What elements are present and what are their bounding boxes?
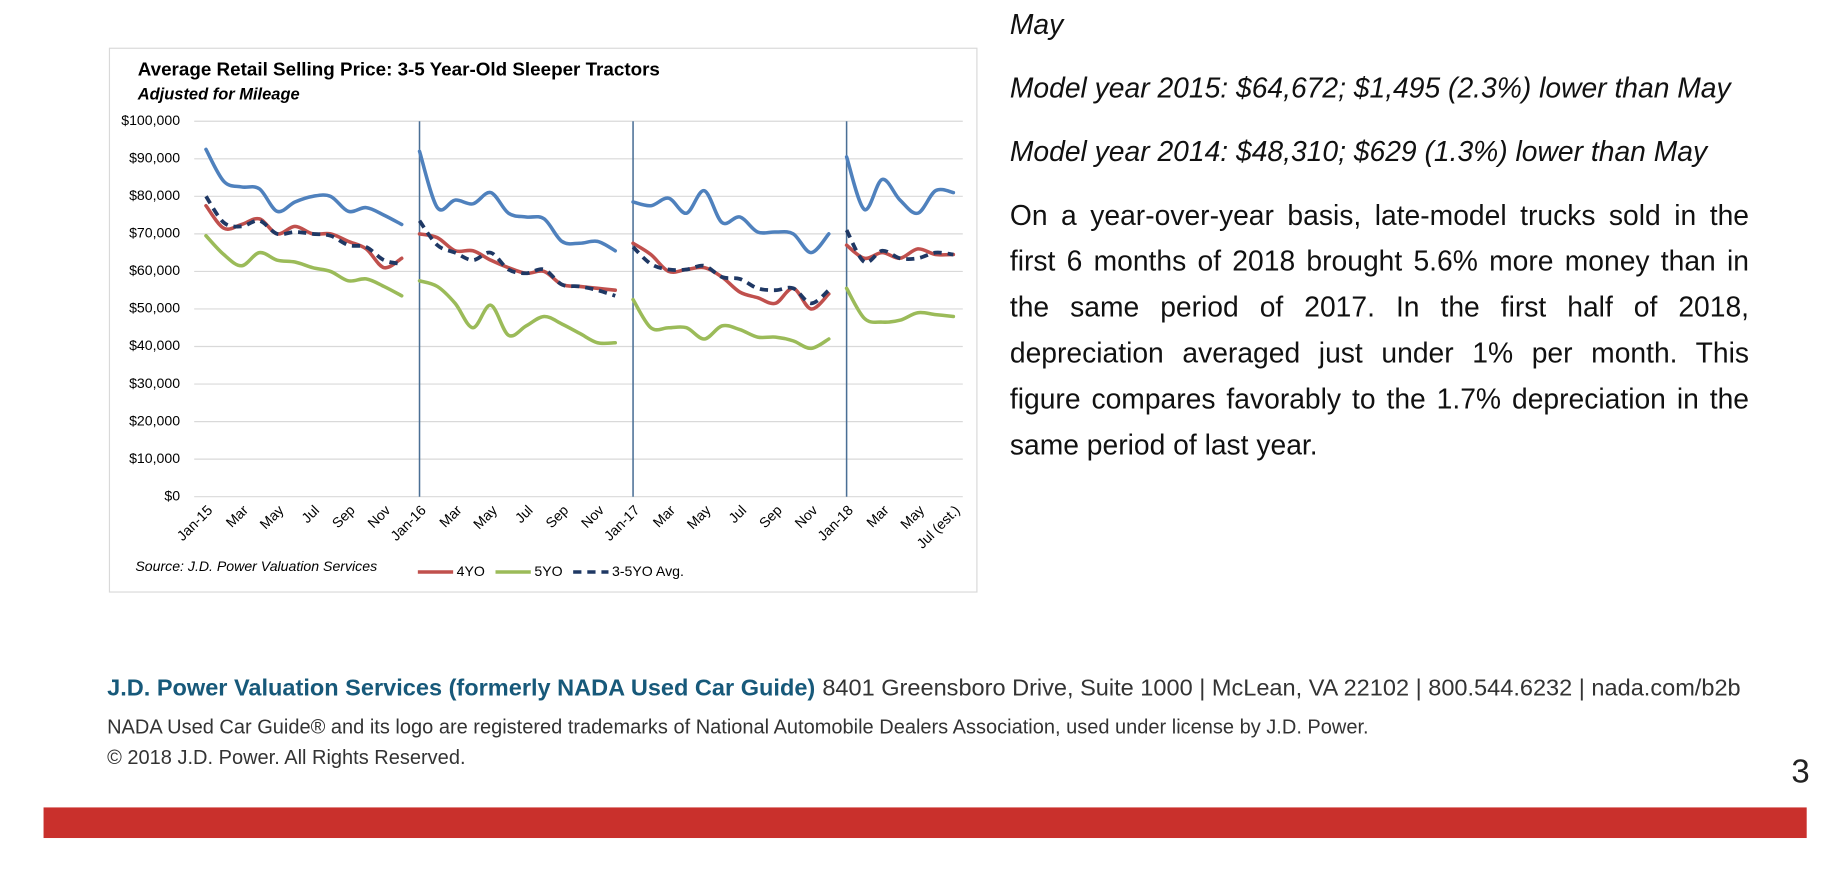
y-tick-label: $20,000 (129, 412, 180, 428)
legend-label: 5YO (534, 563, 562, 579)
text-column: May Model year 2015: $64,672; $1,495 (2.… (1010, 2, 1749, 486)
trademark: NADA Used Car Guide® and its logo are re… (107, 715, 1369, 738)
series-line (204, 147, 404, 227)
copyright: © 2018 J.D. Power. All Rights Reserved. (107, 746, 466, 769)
y-tick-label: $100,000 (121, 112, 180, 128)
footer: J.D. Power Valuation Services (formerly … (107, 676, 1741, 774)
y-tick-label: $30,000 (129, 375, 180, 391)
chart-source: Source: J.D. Power Valuation Services (135, 558, 377, 574)
paragraph: Model year 2014: $48,310; $629 (1.3%) lo… (1009, 136, 1708, 169)
series-line (204, 195, 403, 266)
chart: Average Retail Selling Price: 3-5 Year-O… (108, 47, 978, 593)
address: 8401 Greensboro Drive, Suite 1000 | McLe… (822, 675, 1741, 702)
y-tick-label: $60,000 (129, 262, 180, 278)
paragraph: Model year 2015: $64,672; $1,495 (2.3%) … (1009, 72, 1731, 105)
series-line (844, 155, 956, 216)
series-line (417, 232, 618, 292)
y-tick-label: $70,000 (129, 225, 180, 241)
footer-bar (43, 807, 1807, 839)
series-line (631, 245, 831, 306)
series-line (417, 219, 616, 298)
y-tick-label: $80,000 (129, 187, 180, 203)
legend-label: 3-5YO Avg. (612, 563, 684, 579)
paragraph-fragment: May (1009, 9, 1064, 42)
y-tick-label: $10,000 (129, 450, 180, 466)
series-line (844, 229, 954, 265)
y-tick-label: $50,000 (129, 300, 180, 316)
page-number: 3 (1791, 753, 1810, 790)
series-line (844, 286, 956, 325)
y-tick-label: $0 (164, 487, 180, 503)
chart-frame (108, 47, 978, 593)
series-line (204, 233, 404, 298)
chart-subtitle: Adjusted for Mileage (137, 86, 300, 104)
series-line (631, 188, 831, 255)
legend-label: 4YO (457, 563, 485, 579)
y-tick-label: $40,000 (129, 337, 180, 353)
y-tick-label: $90,000 (129, 150, 180, 166)
series-line (631, 297, 831, 351)
series-line (417, 279, 618, 346)
chart-title: Average Retail Selling Price: 3-5 Year-O… (138, 59, 660, 80)
paragraph: On a year-over-year basis, late-model tr… (1009, 200, 1750, 462)
company: J.D. Power Valuation Services (formerly … (107, 675, 816, 702)
series-line (417, 149, 618, 253)
